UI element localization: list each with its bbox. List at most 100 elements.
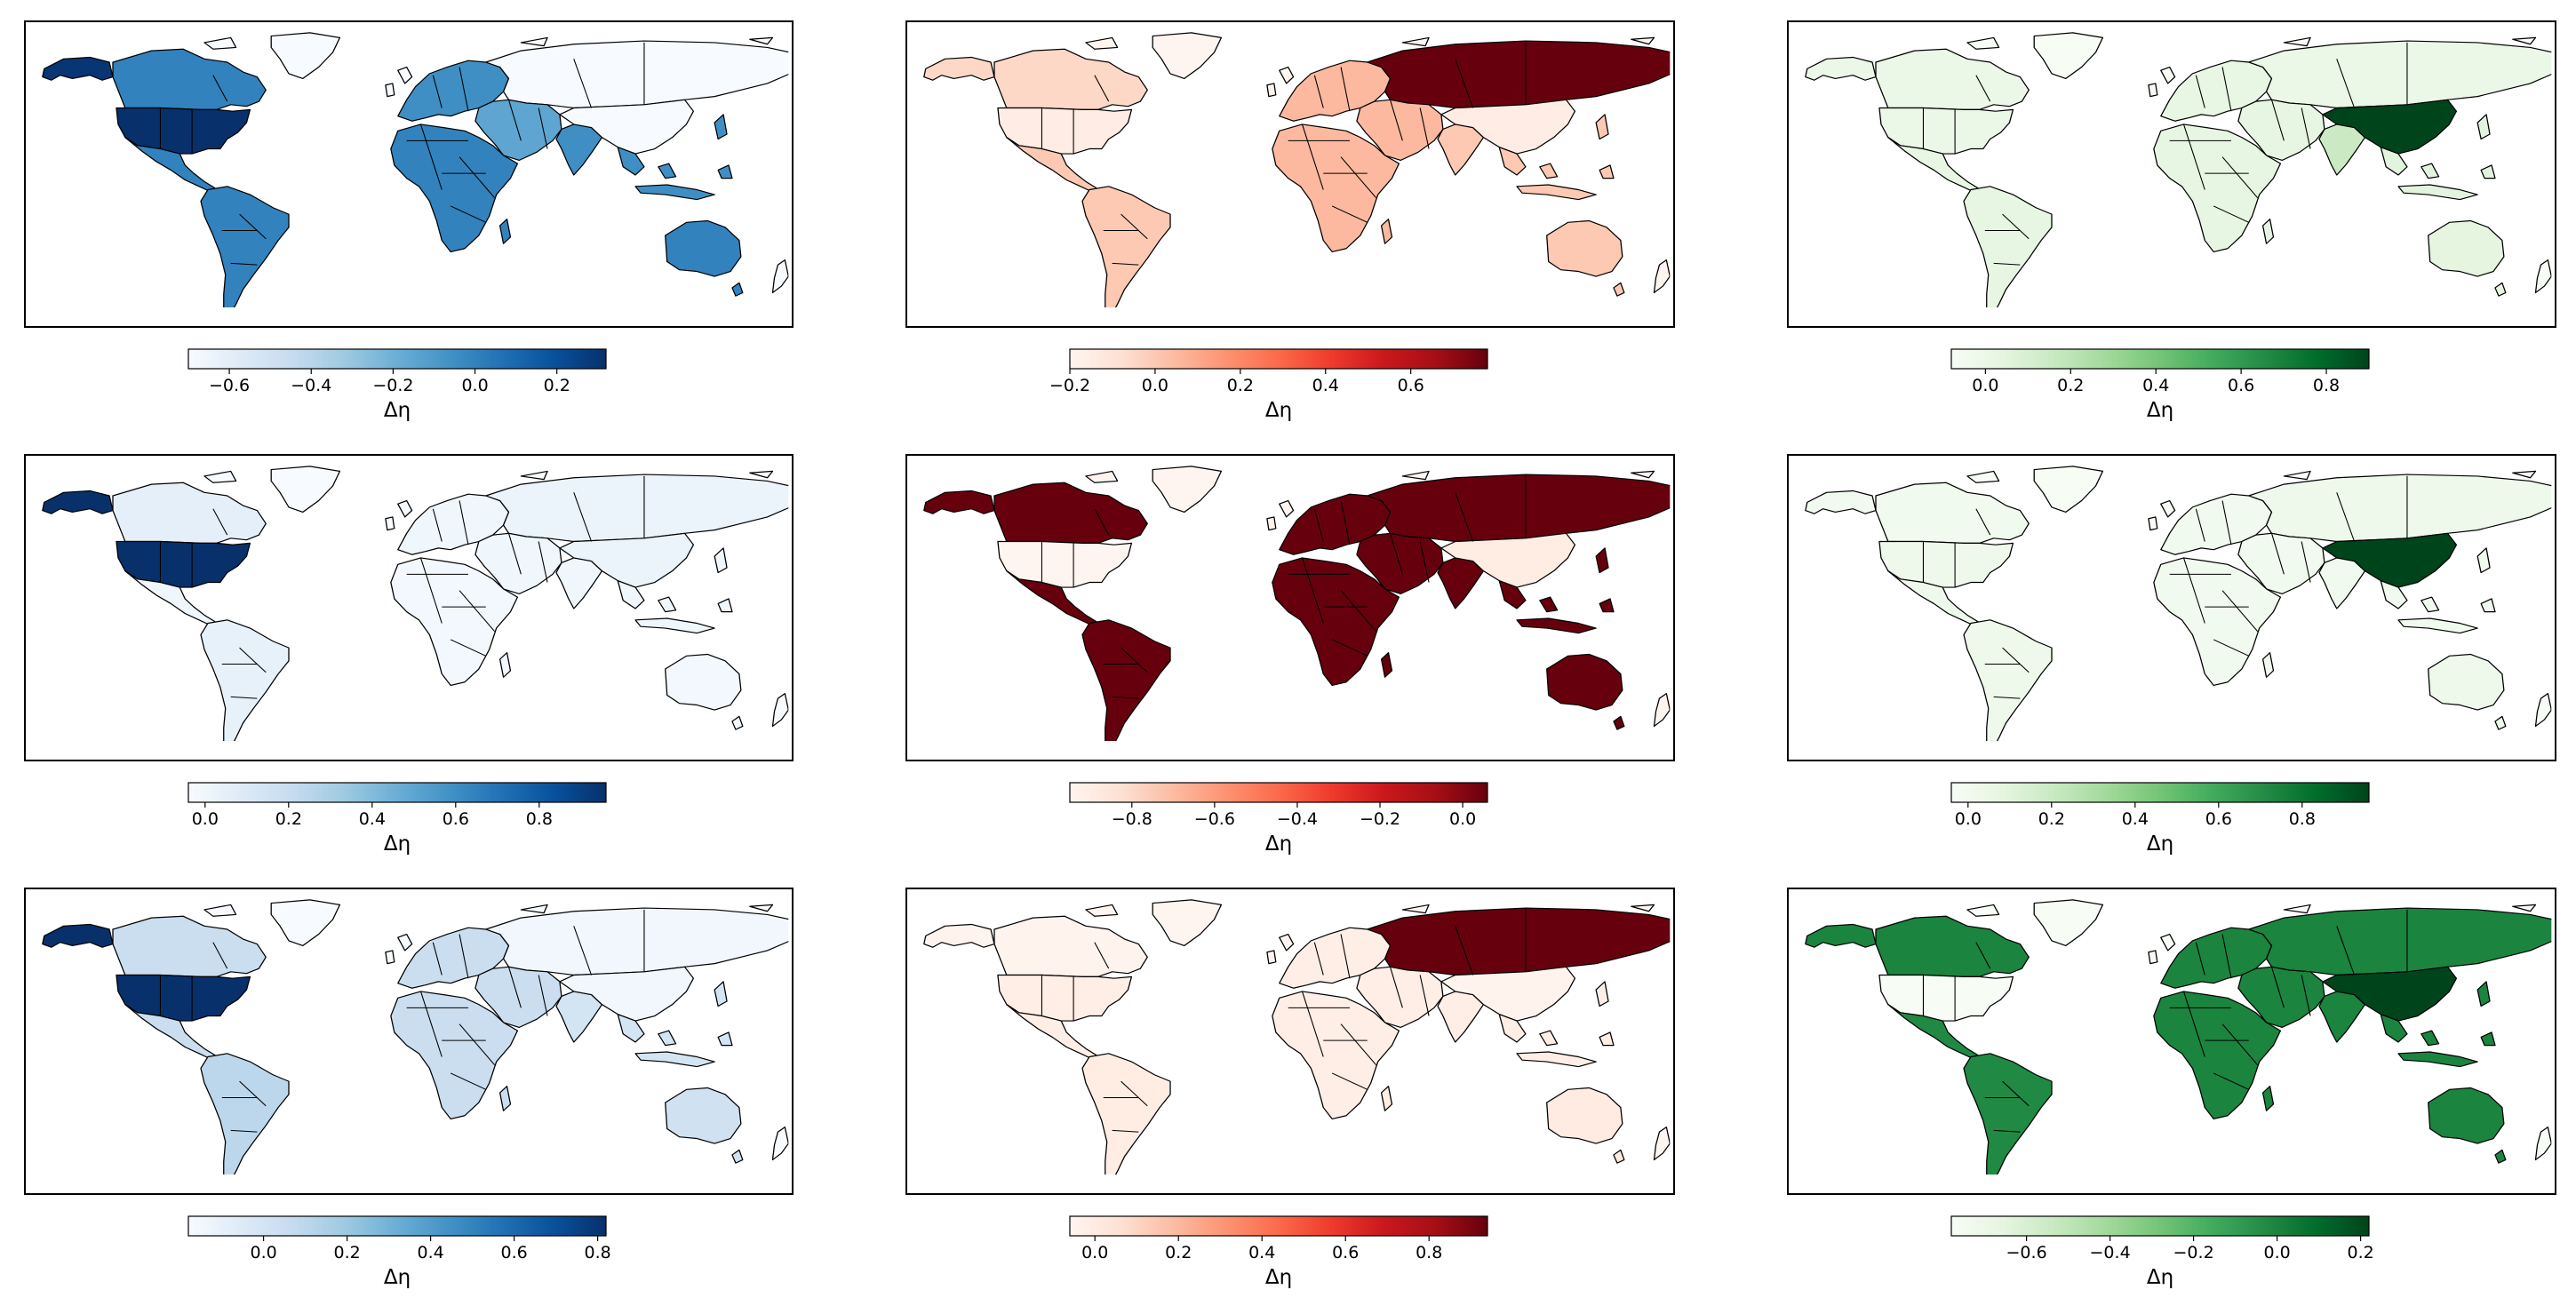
country-border xyxy=(2301,975,2311,1016)
region-alaska xyxy=(923,490,995,514)
world-map xyxy=(24,454,794,761)
map-figure: −0.8 −0.6 −0.4 −0.2 0.0 Δη xyxy=(905,454,1675,856)
country-border xyxy=(1455,59,1474,108)
country-border xyxy=(432,508,443,542)
country-border xyxy=(2182,123,2205,190)
country-border xyxy=(419,991,443,1057)
colorbar-tick-label: 0.6 xyxy=(1398,376,1424,395)
country-border xyxy=(212,942,228,969)
country-border xyxy=(1331,205,1368,223)
country-border xyxy=(1389,100,1403,141)
colorbar-tick-label: 0.0 xyxy=(1449,809,1476,829)
region-australia xyxy=(665,219,744,297)
colorbar-frame xyxy=(1069,348,1488,370)
country-border xyxy=(1331,639,1368,657)
country-border xyxy=(1301,123,1324,190)
country-border xyxy=(1419,541,1430,583)
region-south-america xyxy=(1963,619,2053,742)
region-greenland xyxy=(2033,32,2104,79)
colorbar-tick-label: 0.2 xyxy=(1165,1243,1192,1262)
region-se-asia xyxy=(617,114,733,201)
colorbar-frame xyxy=(1950,782,2370,803)
country-border xyxy=(1340,500,1351,545)
country-border xyxy=(2182,557,2205,624)
country-border xyxy=(2221,934,2232,979)
colorbar-frame xyxy=(187,782,607,803)
region-alaska xyxy=(923,923,995,948)
colorbar-label: Δη xyxy=(1265,832,1292,856)
map-figure: 0.0 0.2 0.4 0.6 0.8 Δη xyxy=(905,888,1675,1289)
colorbar-tick-label: −0.2 xyxy=(1360,809,1400,829)
colorbar-tick-label: −0.4 xyxy=(291,376,331,395)
colorbar-label: Δη xyxy=(384,1266,411,1289)
colorbar-tick-label: 0.6 xyxy=(2228,376,2254,395)
region-greenland xyxy=(270,32,341,79)
region-se-asia xyxy=(1498,114,1615,201)
colorbar-tick-label: 0.2 xyxy=(2057,376,2084,395)
world-map xyxy=(1787,20,2556,328)
region-australia xyxy=(1546,653,1625,730)
country-border xyxy=(1975,75,1991,102)
country-border xyxy=(2002,647,2030,673)
country-border xyxy=(2301,108,2311,149)
country-border xyxy=(507,100,522,141)
map-figure: 0.0 0.2 0.4 0.6 0.8 Δη xyxy=(1787,20,2556,422)
country-border xyxy=(2002,213,2030,240)
region-se-asia xyxy=(1498,981,1615,1068)
region-africa xyxy=(2153,123,2282,253)
map-panel-r2c1: 0.0 0.2 0.4 0.6 0.8 Δη xyxy=(9,441,794,856)
colorbar-tick-label: 0.0 xyxy=(1955,809,1982,829)
colorbar-tick-label: 0.8 xyxy=(2289,809,2316,829)
country-border xyxy=(419,557,443,624)
region-se-asia xyxy=(1498,547,1615,634)
country-border xyxy=(1094,508,1110,536)
colorbar-tick-label: 0.8 xyxy=(526,809,553,829)
region-south-america xyxy=(1963,186,2053,308)
region-russia xyxy=(1367,907,1671,976)
country-border xyxy=(1121,1080,1148,1107)
country-border xyxy=(459,590,496,633)
map-figure: 0.0 0.2 0.4 0.6 0.8 Δη xyxy=(24,454,794,856)
colorbar-tick-label: 0.6 xyxy=(2205,809,2232,829)
colorbar-tick-label: 0.0 xyxy=(1081,1243,1108,1262)
colorbar-tick-label: 0.2 xyxy=(544,376,570,395)
region-russia xyxy=(2248,40,2552,109)
region-se-asia xyxy=(2380,981,2496,1068)
country-border xyxy=(419,123,443,190)
country-border xyxy=(1455,492,1474,542)
region-south-america xyxy=(1963,1053,2053,1175)
country-border xyxy=(2195,508,2205,542)
colorbar-tick-label: −0.4 xyxy=(1277,809,1318,829)
colorbar-frame xyxy=(1950,348,2370,370)
country-border xyxy=(2270,967,2285,1008)
colorbar-tick-label: 0.2 xyxy=(2038,809,2065,829)
country-border xyxy=(230,262,258,266)
region-china xyxy=(2322,532,2458,588)
region-alaska xyxy=(1805,923,1877,948)
map-figure: −0.6 −0.4 −0.2 0.0 0.2 Δη xyxy=(24,20,794,422)
country-border xyxy=(573,492,593,542)
region-australia xyxy=(665,1087,744,1164)
colorbar-tick-label: 0.4 xyxy=(1248,1243,1275,1262)
region-alaska xyxy=(42,56,114,81)
country-border xyxy=(507,533,522,575)
map-panel-r1c1: −0.6 −0.4 −0.2 0.0 0.2 Δη xyxy=(9,7,794,422)
world-map xyxy=(905,888,1675,1195)
region-russia xyxy=(2248,907,2552,976)
region-china xyxy=(1440,966,1576,1022)
colorbar-label: Δη xyxy=(1265,399,1292,422)
region-alaska xyxy=(1805,490,1877,514)
colorbar-tick-label: 0.8 xyxy=(584,1243,610,1262)
region-china xyxy=(559,99,695,155)
region-south-america xyxy=(200,1053,290,1175)
colorbar-gradient xyxy=(188,349,606,369)
region-russia xyxy=(485,907,789,976)
region-russia xyxy=(2248,474,2552,543)
region-se-asia xyxy=(617,547,733,634)
colorbar-tick-label: −0.6 xyxy=(2006,1243,2047,1262)
country-border xyxy=(1419,975,1430,1016)
region-australia xyxy=(1546,219,1625,297)
colorbar-tick-label: 0.2 xyxy=(333,1243,360,1262)
country-border xyxy=(2336,59,2356,108)
country-border xyxy=(1340,156,1377,199)
